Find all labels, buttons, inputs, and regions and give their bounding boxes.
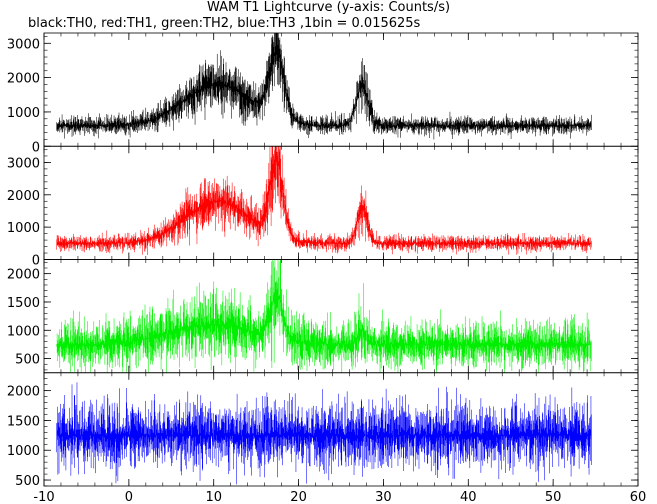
- x-tick-label: 0: [125, 490, 133, 504]
- y-tick-label: 3000: [7, 156, 40, 171]
- x-tick-label: 60: [630, 490, 647, 504]
- y-tick-label: 2000: [7, 268, 40, 283]
- y-tick-label: 1000: [7, 324, 40, 339]
- y-tick-label: 500: [15, 353, 40, 368]
- x-tick-label: 10: [205, 490, 222, 504]
- y-tick-label: 3000: [7, 37, 40, 52]
- x-tick-label: 40: [460, 490, 477, 504]
- x-tick-label: 20: [290, 490, 307, 504]
- y-tick-label: 2000: [7, 72, 40, 87]
- y-tick-label: 1000: [7, 444, 40, 459]
- chart-subtitle: black:TH0, red:TH1, green:TH2, blue:TH3 …: [28, 16, 421, 31]
- series-TH0: [56, 33, 592, 140]
- y-tick-label: 2000: [7, 385, 40, 400]
- panel-TH0: 0 1000 2000 3000: [7, 32, 639, 155]
- y-tick-label: 1500: [7, 296, 40, 311]
- x-tick-label: 30: [375, 490, 392, 504]
- panel-TH3: 500 1000 1500 2000: [7, 372, 639, 489]
- x-tick-label: -10: [33, 490, 54, 504]
- series-TH3: [56, 382, 592, 485]
- panel-TH2: 500 1000 1500 2000: [7, 259, 639, 374]
- y-tick-label: 0: [32, 254, 40, 269]
- y-tick-label: 1000: [7, 106, 40, 121]
- series-TH1: [56, 146, 592, 256]
- y-tick-label: 500: [15, 474, 40, 489]
- panel-frame: [43, 372, 639, 487]
- y-tick-label: 0: [32, 140, 40, 155]
- chart-title: WAM T1 Lightcurve (y-axis: Counts/s): [206, 0, 451, 15]
- x-tick-label: 50: [545, 490, 562, 504]
- series-TH2: [56, 259, 592, 373]
- y-tick-label: 2000: [7, 189, 40, 204]
- panel-TH1: 0 1000 2000 3000: [7, 145, 639, 269]
- y-tick-label: 1000: [7, 221, 40, 236]
- y-tick-label: 1500: [7, 414, 40, 429]
